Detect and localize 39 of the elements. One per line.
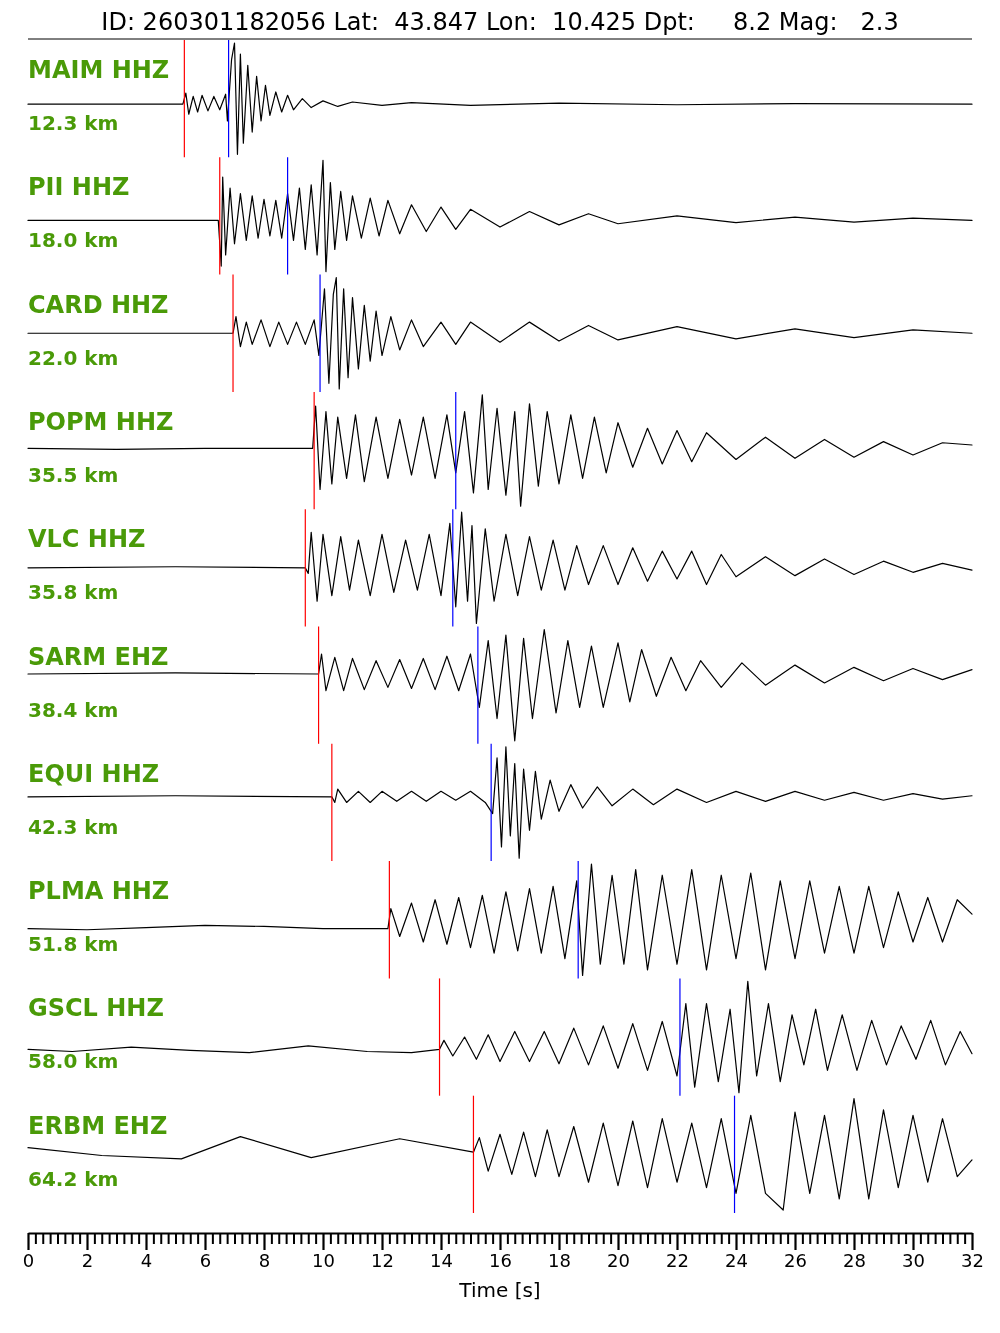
annotation: 58.0 km	[28, 1049, 119, 1074]
x-tick-label: 24	[725, 1249, 748, 1271]
text: SARM EHZ	[28, 642, 169, 671]
x-tick-label: 6	[199, 1249, 212, 1271]
text: POPM HHZ	[28, 407, 174, 436]
annotation: 64.2 km	[28, 1166, 119, 1191]
text: VLC HHZ	[28, 525, 146, 554]
x-tick-label: 10	[312, 1249, 335, 1271]
x-tick-label: 26	[784, 1249, 807, 1271]
x-tick-label: 18	[548, 1249, 571, 1271]
annotation: 22.0 km	[28, 345, 119, 370]
text: PII HHZ	[28, 173, 130, 202]
text: MAIM HHZ	[28, 56, 170, 84]
text: ERBM EHZ	[28, 1111, 168, 1140]
x-tick-label: 30	[902, 1249, 925, 1271]
x-tick-label: 12	[371, 1249, 394, 1271]
x-tick-label: 28	[843, 1249, 866, 1271]
text: PLMA HHZ	[28, 877, 170, 906]
x-tick-label: 22	[666, 1249, 689, 1271]
annotation: 35.5 km	[28, 462, 119, 487]
text: GSCL HHZ	[28, 994, 164, 1023]
annotation: 12.3 km	[28, 111, 119, 135]
annotation: 18.0 km	[28, 228, 119, 253]
x-tick-label: 0	[22, 1249, 35, 1271]
x-tick-label: 2	[81, 1249, 94, 1271]
x-tick-label: 16	[489, 1249, 512, 1271]
x-tick-label: 4	[140, 1249, 153, 1271]
x-tick-label: 8	[258, 1249, 271, 1271]
annotation: 35.8 km	[28, 580, 119, 605]
x-tick-label: 32	[961, 1249, 984, 1271]
annotation: 51.8 km	[28, 932, 119, 957]
text: EQUI HHZ	[28, 759, 160, 788]
annotation: 42.3 km	[28, 814, 119, 839]
x-tick-label: 20	[607, 1249, 630, 1271]
x-tick-label: 14	[430, 1249, 453, 1271]
x-axis-title: Time [s]	[458, 1278, 541, 1302]
text: ID: 260301182056 Lat: 43.847 Lon: 10.425 Dpt: 8.2 Mag: 2.3	[101, 8, 899, 36]
text: CARD HHZ	[28, 290, 169, 319]
annotation: 38.4 km	[28, 697, 119, 722]
